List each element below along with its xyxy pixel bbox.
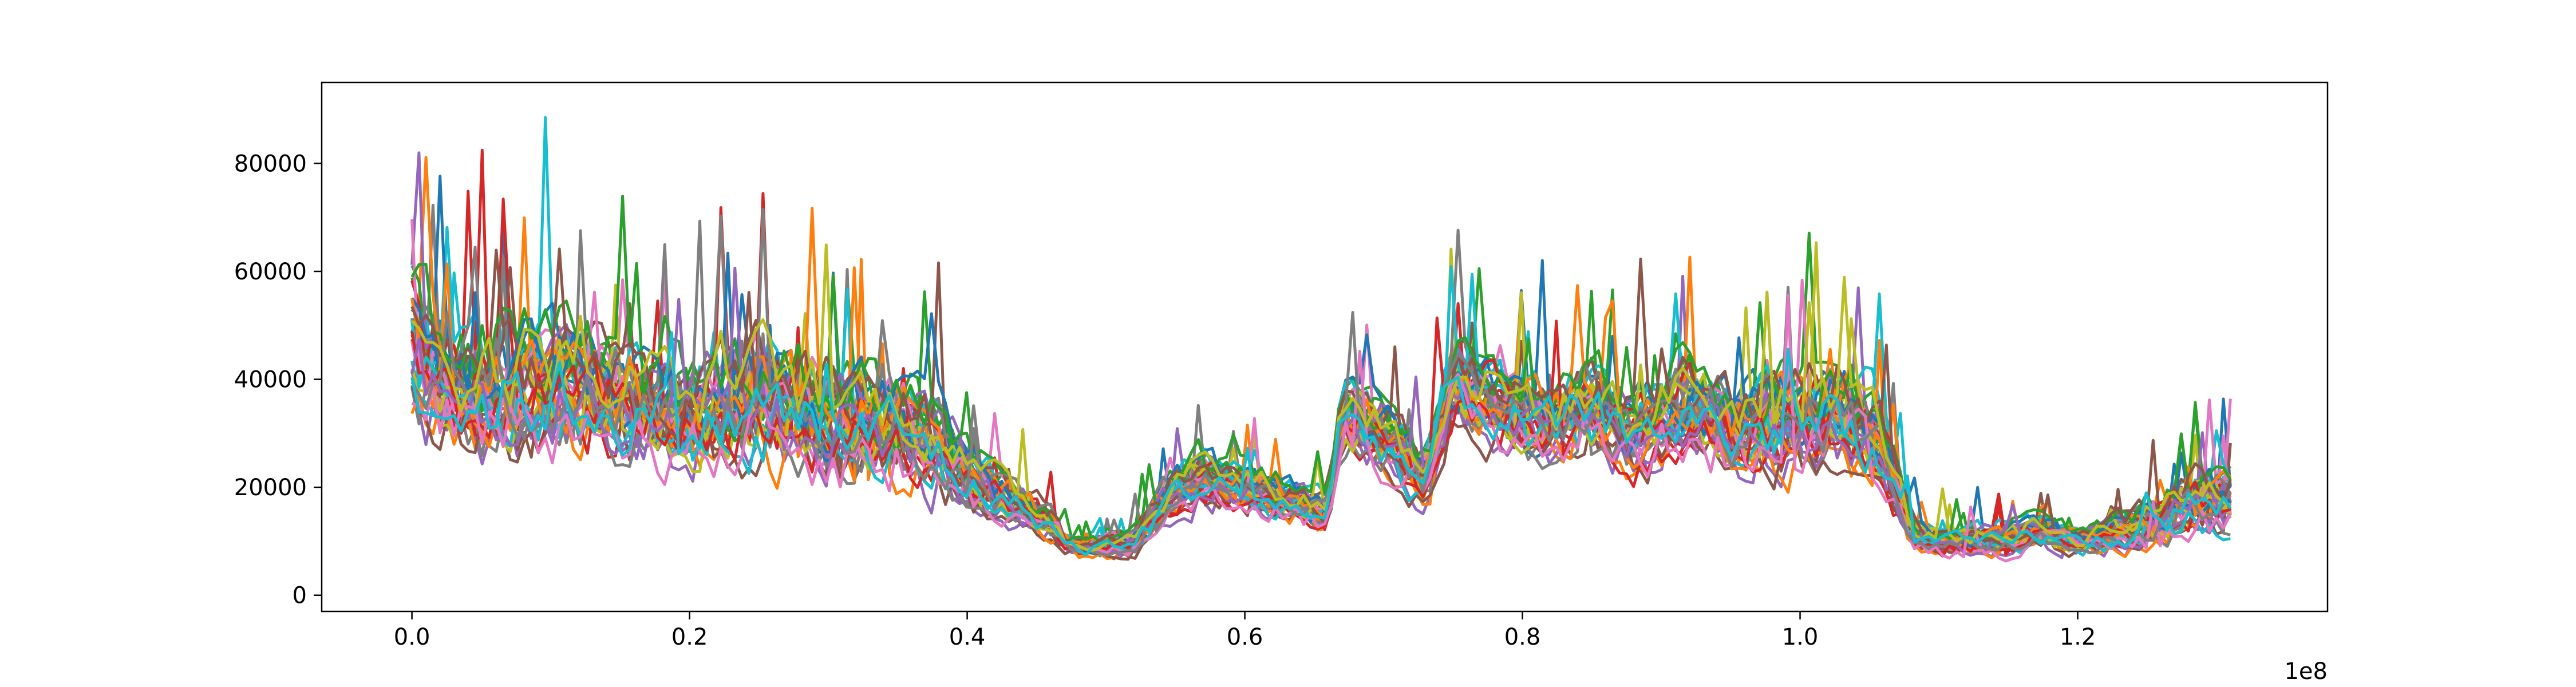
x-tick-label: 0.4 xyxy=(949,624,986,650)
y-tick-label: 40000 xyxy=(234,367,307,393)
series-line xyxy=(410,208,2232,557)
series-line xyxy=(410,265,2231,557)
x-offset-label: 1e8 xyxy=(2284,658,2328,685)
x-tick-label: 1.0 xyxy=(1782,624,1819,650)
x-tick-label: 0.2 xyxy=(671,624,708,650)
series-line xyxy=(410,251,2232,555)
plot-frame xyxy=(321,81,2329,613)
series-line xyxy=(410,331,2232,556)
y-tick-label: 0 xyxy=(293,583,307,609)
x-tick-label: 1.2 xyxy=(2060,624,2096,650)
x-tick-label: 0.0 xyxy=(394,624,430,650)
series-line xyxy=(410,243,2231,552)
y-axis: 0 20000 40000 60000 80000 xyxy=(234,151,322,609)
series-layer xyxy=(410,116,2232,563)
y-tick-label: 80000 xyxy=(234,151,307,177)
x-tick-label: 0.8 xyxy=(1504,624,1541,650)
x-axis: 0.0 0.2 0.4 0.6 0.8 1.0 1.2 xyxy=(394,611,2096,650)
series-line xyxy=(411,294,2232,563)
x-tick-label: 0.6 xyxy=(1227,624,1263,650)
series-line xyxy=(410,319,2231,555)
y-tick-label: 60000 xyxy=(234,259,307,285)
y-tick-label: 20000 xyxy=(234,475,307,501)
